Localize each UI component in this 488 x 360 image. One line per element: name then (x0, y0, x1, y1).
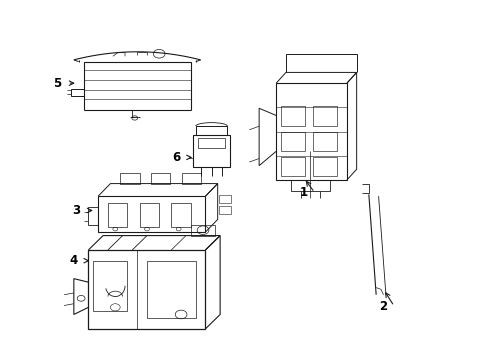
Bar (120, 173, 140, 184)
Text: 1: 1 (299, 186, 307, 199)
Text: 5: 5 (53, 77, 61, 90)
Bar (218, 206, 230, 214)
Bar (193, 135, 229, 167)
Bar (281, 132, 305, 151)
Text: 3: 3 (72, 204, 80, 217)
Bar (218, 195, 230, 203)
Bar (181, 173, 201, 184)
Bar (281, 157, 305, 176)
Bar (281, 107, 305, 126)
Bar (93, 261, 127, 311)
Bar (88, 250, 205, 329)
Bar (312, 107, 336, 126)
Bar (151, 173, 170, 184)
Bar (190, 225, 215, 235)
Bar (198, 138, 224, 148)
Bar (312, 132, 336, 151)
Bar (147, 261, 195, 318)
Bar (108, 203, 127, 226)
Text: 4: 4 (70, 254, 78, 267)
Bar (171, 203, 190, 226)
Text: 2: 2 (379, 300, 386, 313)
Text: 6: 6 (172, 151, 180, 164)
Bar (276, 83, 346, 180)
Bar (140, 203, 159, 226)
Bar (98, 196, 205, 232)
Bar (312, 157, 336, 176)
